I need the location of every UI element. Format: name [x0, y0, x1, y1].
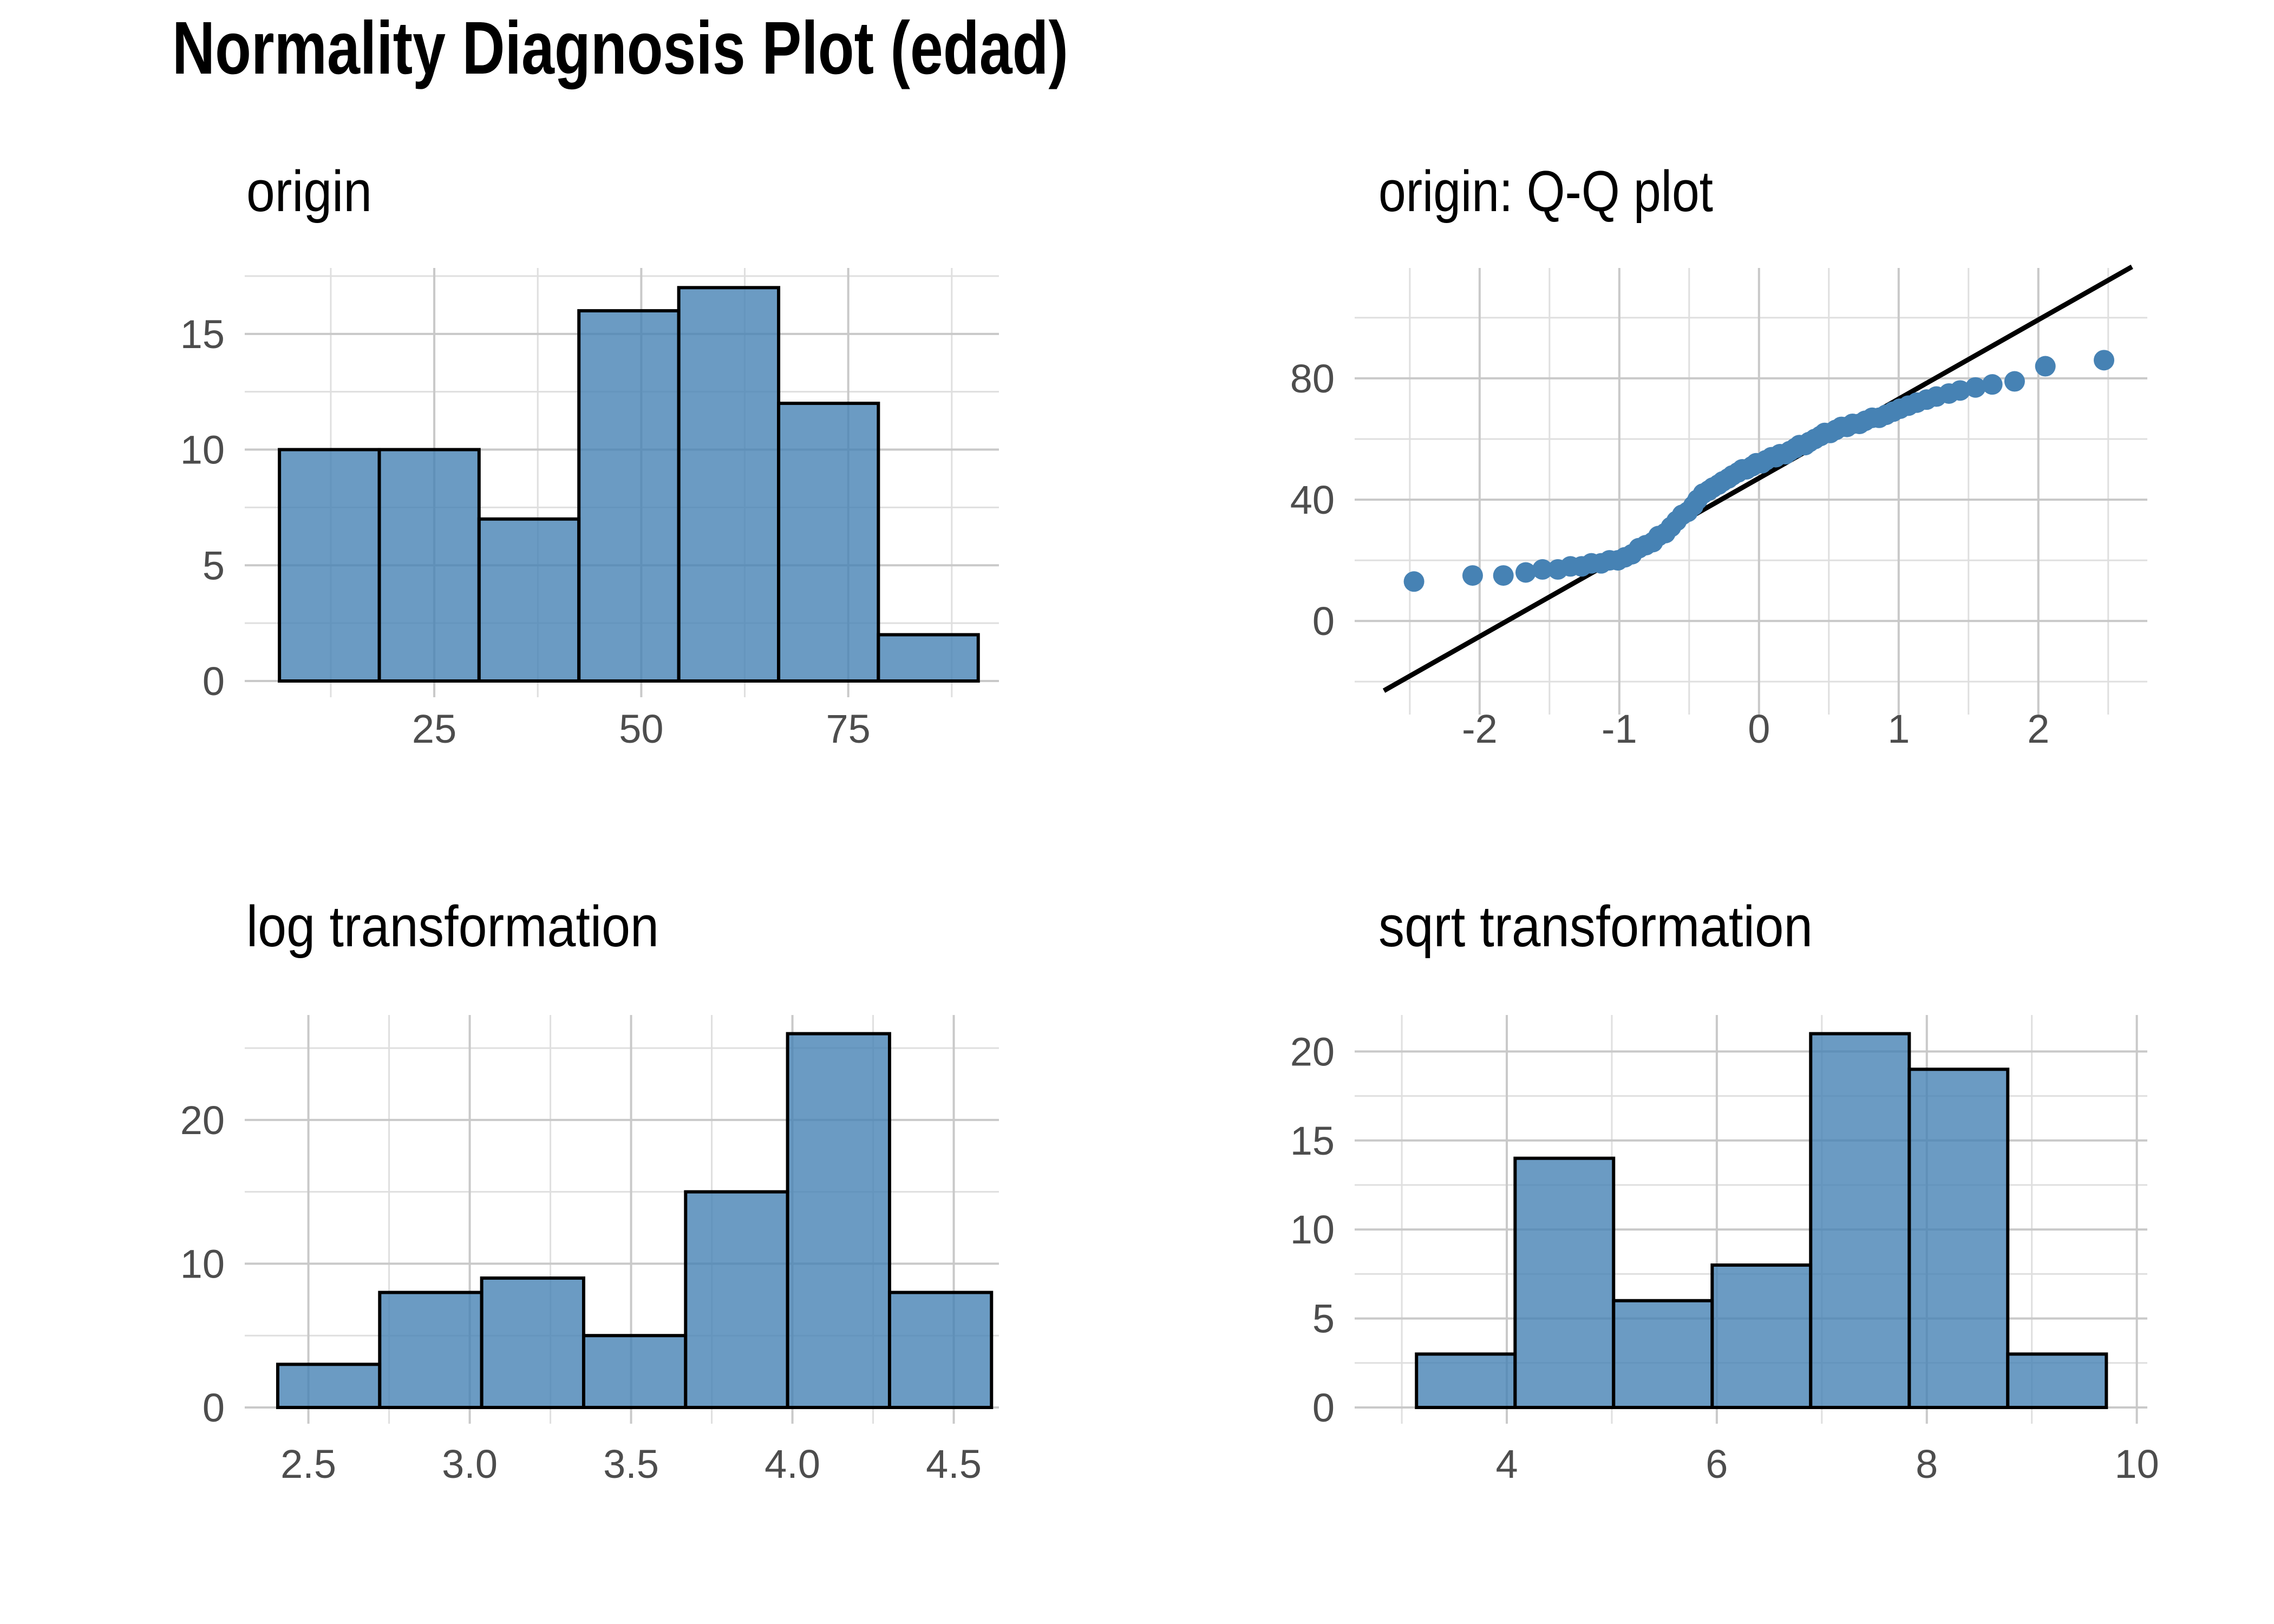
qq-reference-line	[1382, 264, 2133, 693]
y-tick-label: 0	[202, 1385, 225, 1430]
y-tick-label: 5	[202, 543, 225, 588]
hist-bar	[276, 1363, 382, 1409]
panel-origin-histogram: origin 25 50 75 0 5 10 15	[180, 159, 999, 751]
hist-bar	[480, 1276, 585, 1409]
hist-bar	[2006, 1352, 2108, 1410]
y-tick-label: 0	[1312, 1385, 1335, 1430]
hist-bar	[786, 1032, 891, 1409]
y-tick-label: 20	[1290, 1029, 1335, 1074]
x-tick-label: 8	[1916, 1442, 1938, 1487]
y-tick-label: 0	[1312, 599, 1335, 644]
hist-bar	[377, 448, 481, 683]
qq-point	[1950, 380, 1971, 401]
y-tick-label: 10	[1290, 1207, 1335, 1252]
qq-point	[2035, 356, 2056, 377]
origin-histogram-chart: 25 50 75 0 5 10 15	[180, 268, 999, 751]
qq-point	[1493, 565, 1514, 586]
x-tick-label: 4.5	[926, 1442, 982, 1487]
hist-bar	[577, 309, 681, 683]
qq-point	[1965, 377, 1986, 398]
y-tick-label: 20	[180, 1098, 225, 1143]
x-tick-label: 25	[412, 706, 456, 751]
hist-bar	[581, 1334, 688, 1409]
hist-bar	[1415, 1352, 1517, 1410]
hist-bar	[278, 448, 381, 683]
hist-bar	[887, 1291, 994, 1410]
y-tick-label: 10	[180, 428, 225, 473]
panel-log-histogram: log transformation 2.5 3.0 3.5 4.0 4.5 0 10 20	[180, 894, 999, 1487]
hist-bar	[1907, 1068, 2010, 1409]
hist-bar	[877, 633, 980, 683]
y-tick-label: 40	[1290, 477, 1335, 522]
qq-point	[1403, 571, 1424, 592]
x-tick-label: 10	[2114, 1442, 2159, 1487]
qq-plot-chart: -2 -1 0 1 2 0 40 80	[1290, 264, 2147, 751]
sqrt-histogram-chart: 4 6 8 10 0 5 10 15 20	[1290, 1015, 2159, 1487]
x-tick-label: 4.0	[764, 1442, 820, 1487]
qq-point	[1515, 562, 1536, 583]
hist-bar	[1809, 1032, 1911, 1409]
y-tick-label: 15	[1290, 1118, 1335, 1163]
x-tick-label: -1	[1602, 706, 1637, 751]
panel-qq-plot: origin: Q-Q plot -2 -1 0 1 2 0 40 80	[1290, 159, 2147, 751]
qq-point	[1532, 559, 1553, 580]
y-tick-label: 5	[1312, 1296, 1335, 1341]
panel-title-sqrt-transformation: sqrt transformation	[1378, 894, 1813, 959]
x-tick-label: 0	[1748, 706, 1770, 751]
x-tick-label: -2	[1462, 706, 1498, 751]
x-tick-label: 50	[619, 706, 663, 751]
x-tick-label: 75	[826, 706, 871, 751]
x-tick-label: 2.5	[280, 1442, 336, 1487]
x-tick-label: 6	[1706, 1442, 1728, 1487]
page-title: Normality Diagnosis Plot (edad)	[172, 6, 1068, 90]
y-tick-label: 0	[202, 659, 225, 704]
hist-bar	[777, 402, 880, 683]
qq-point	[2094, 350, 2115, 371]
panel-sqrt-histogram: sqrt transformation 4 6 8 10 0 5 10 15 20	[1290, 894, 2159, 1487]
y-tick-label: 15	[180, 312, 225, 357]
panel-title-qq-plot: origin: Q-Q plot	[1378, 159, 1713, 224]
hist-bar	[677, 286, 781, 683]
x-tick-label: 3.0	[442, 1442, 498, 1487]
hist-bar	[684, 1190, 789, 1410]
x-tick-label: 3.5	[603, 1442, 659, 1487]
log-histogram-chart: 2.5 3.0 3.5 4.0 4.5 0 10 20	[180, 1015, 999, 1487]
y-tick-label: 80	[1290, 356, 1335, 401]
hist-bar	[1612, 1299, 1714, 1410]
x-tick-label: 2	[2027, 706, 2049, 751]
qq-point	[1982, 374, 2003, 395]
hist-bar	[1710, 1263, 1813, 1409]
panel-title-log-transformation: log transformation	[246, 894, 659, 959]
panel-title-origin: origin	[246, 159, 372, 224]
x-tick-label: 1	[1887, 706, 1910, 751]
qq-point	[1462, 565, 1483, 586]
qq-point	[2004, 371, 2025, 392]
hist-bar	[477, 517, 581, 683]
y-tick-label: 10	[180, 1241, 225, 1286]
hist-bar	[1513, 1156, 1616, 1410]
x-tick-label: 4	[1495, 1442, 1518, 1487]
hist-bar	[378, 1291, 483, 1410]
